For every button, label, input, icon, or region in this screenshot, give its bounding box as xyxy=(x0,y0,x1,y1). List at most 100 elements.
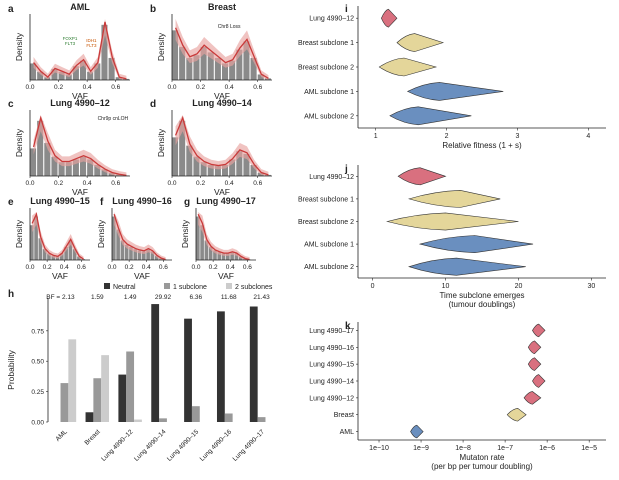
bar-category-label: Lung 4990–15 xyxy=(166,428,201,463)
violin-category-label: AML subclone 2 xyxy=(304,264,354,271)
histogram-bar xyxy=(64,246,68,260)
density-tick-label: 0.2 xyxy=(43,264,52,271)
density-xlabel: VAF xyxy=(214,187,230,197)
violin-shape xyxy=(378,57,438,77)
violin-x-tick-label: 2 xyxy=(445,133,449,140)
violin-x-tick-label: 1e−5 xyxy=(581,445,597,452)
violin-category-label: AML subclone 1 xyxy=(304,242,354,249)
histogram-bar xyxy=(72,66,79,80)
density-title-f: Lung 4990–16 xyxy=(112,196,172,206)
violin-xlabel-line: (per bp per tumour doubling) xyxy=(431,462,533,471)
bar-category-label: Lung 4990–17 xyxy=(232,428,267,463)
panel-letter-j: j xyxy=(344,164,348,175)
density-ylabel: Density xyxy=(14,219,24,248)
density-xlabel: VAF xyxy=(134,271,150,281)
panel-letter-b: b xyxy=(150,4,156,15)
bf-value: 11.68 xyxy=(221,294,237,301)
bar-1-subclone xyxy=(93,378,102,422)
histogram-bar xyxy=(186,145,193,176)
annotation-label: Chr8 Loss xyxy=(218,24,241,30)
bar-category-label: Lung 4990–16 xyxy=(199,428,234,463)
bar-y-tick-label: 0.75 xyxy=(31,328,44,335)
annotation-label: IDH1 FLT3 xyxy=(86,38,97,48)
bar-1-subclone xyxy=(126,351,135,422)
violin-category-label: AML xyxy=(340,429,355,436)
density-tick-label: 0.0 xyxy=(167,180,176,187)
violin-category-label: Breast subclone 2 xyxy=(298,65,354,72)
histogram-bar xyxy=(243,41,250,80)
bar-2-subclones xyxy=(101,355,110,422)
density-ribbon xyxy=(198,211,250,260)
histogram-bar xyxy=(94,164,101,176)
density-line xyxy=(174,115,269,176)
panel-letter-d: d xyxy=(150,99,156,110)
annotation-label-line: IDH1 xyxy=(86,38,97,43)
annotation-label-line: FLT3 xyxy=(65,41,76,46)
density-ribbon xyxy=(114,211,166,260)
violin-shape xyxy=(527,340,542,355)
bf-value: 29.92 xyxy=(155,294,172,301)
violin-x-tick-label: 1e−8 xyxy=(455,445,471,452)
histogram-bar xyxy=(30,148,37,176)
bar-1-subclone xyxy=(60,383,69,422)
histogram-bar xyxy=(51,255,56,260)
density-tick-label: 0.6 xyxy=(253,180,262,187)
panel-letter-e: e xyxy=(8,197,14,208)
density-line xyxy=(113,214,166,261)
density-tick-label: 0.0 xyxy=(191,264,200,271)
histogram-bar xyxy=(193,55,200,80)
histogram-bar xyxy=(94,63,101,80)
histogram-bar xyxy=(38,238,43,260)
histogram-bar xyxy=(172,137,179,176)
histogram-bar xyxy=(196,216,200,260)
violin-shape xyxy=(381,8,398,28)
histogram-bar xyxy=(234,253,239,260)
histogram-bar xyxy=(238,256,243,260)
density-tick-label: 0.6 xyxy=(111,84,120,91)
violin-category-label: Lung 4990–17 xyxy=(309,328,354,335)
density-tick-label: 0.0 xyxy=(107,264,116,271)
histogram-bar xyxy=(60,253,64,260)
violin-category-label: AML subclone 1 xyxy=(304,89,354,96)
density-ribbon xyxy=(175,115,269,176)
violin-xlabel-line: Relative fitness (1 + s) xyxy=(442,141,522,150)
histogram-bar xyxy=(154,255,159,260)
violin-x-tick-label: 4 xyxy=(586,133,590,140)
violin-x-tick-label: 1e−7 xyxy=(497,445,513,452)
histogram-bar xyxy=(34,216,38,260)
histogram-bar xyxy=(243,153,250,176)
violin-shape xyxy=(506,407,527,422)
density-title-g: Lung 4990–17 xyxy=(196,196,256,206)
violin-shape xyxy=(397,167,447,186)
histogram-bar xyxy=(58,162,65,176)
bar-neutral xyxy=(85,412,94,422)
histogram-bar xyxy=(236,49,243,80)
density-tick-label: 0.2 xyxy=(125,264,134,271)
density-tick-label: 0.4 xyxy=(226,264,235,271)
bar-2-subclones xyxy=(68,339,77,422)
bar-neutral xyxy=(216,311,225,422)
violin-shape xyxy=(396,33,445,52)
violin-x-tick-label: 10 xyxy=(442,283,450,290)
histogram-bar xyxy=(250,164,257,176)
histogram-bar xyxy=(137,250,142,260)
density-line xyxy=(32,115,127,177)
violin-shape xyxy=(406,82,504,101)
violin-x-tick-label: 3 xyxy=(515,133,519,140)
histogram-bar xyxy=(146,249,150,260)
histogram-bar xyxy=(229,159,236,176)
legend-label: Neutral xyxy=(113,284,136,291)
violin-xlabel-line: Mutaton rate xyxy=(460,453,505,462)
violin-x-tick-label: 20 xyxy=(515,283,523,290)
histogram-bar xyxy=(87,71,94,80)
histogram-bar xyxy=(172,30,179,81)
panel-letter-h: h xyxy=(8,289,14,300)
density-ribbon xyxy=(175,19,269,81)
bar-1-subclone xyxy=(257,417,266,422)
density-xlabel: VAF xyxy=(218,271,234,281)
histogram-bar xyxy=(72,159,79,176)
bar-1-subclone xyxy=(224,413,233,422)
density-tick-label: 0.2 xyxy=(54,180,63,187)
density-xlabel: VAF xyxy=(214,91,230,101)
histogram-bar xyxy=(222,164,229,176)
